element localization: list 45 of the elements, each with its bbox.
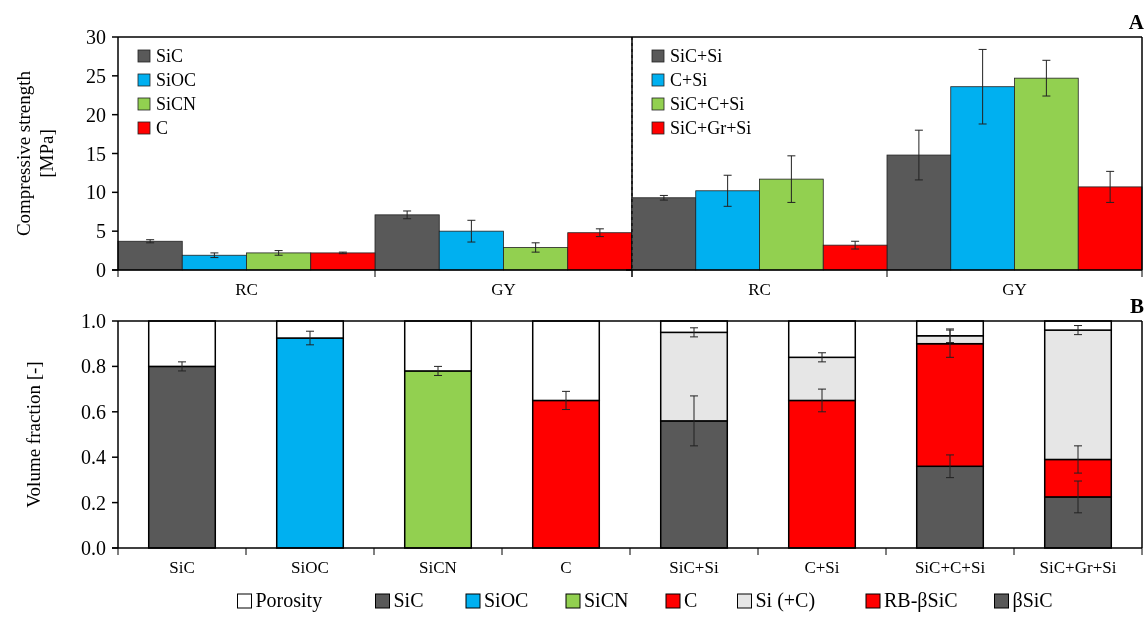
x-tick-label: GY xyxy=(491,280,516,299)
legend-label: SiC+Gr+Si xyxy=(670,118,752,138)
x-tick-label: SiC xyxy=(169,558,195,577)
legend-label: SiC xyxy=(393,589,424,611)
x-tick-label: C+Si xyxy=(804,558,840,577)
x-tick-label: SiC+Gr+Si xyxy=(1039,558,1117,577)
y-tick-label: 15 xyxy=(86,142,106,165)
y-tick-label: 0.2 xyxy=(81,491,106,514)
x-tick-label: SiC+Si xyxy=(669,558,719,577)
x-tick-label: RC xyxy=(748,280,771,299)
y-tick-label: 5 xyxy=(96,220,106,243)
x-tick-label: RC xyxy=(235,280,258,299)
legend-label: Si (+C) xyxy=(755,589,816,612)
legend-label: SiOC xyxy=(484,589,529,611)
y-tick-label: 0 xyxy=(96,259,106,281)
x-tick-label: GY xyxy=(1002,280,1027,299)
legend-label: βSiC xyxy=(1012,589,1053,612)
chart-title: B xyxy=(1129,294,1144,318)
legend-label: SiC xyxy=(156,46,184,66)
y-tick-label: 20 xyxy=(86,103,106,126)
legend-label: SiCN xyxy=(584,589,629,611)
y-tick-label: 25 xyxy=(86,64,106,87)
y-tick-label: 30 xyxy=(86,26,106,48)
y-tick-label: 0.4 xyxy=(81,446,106,469)
y-axis-title: Volume fraction [-] xyxy=(23,361,44,508)
y-tick-label: 0.0 xyxy=(81,537,106,559)
legend-label: Porosity xyxy=(255,589,323,612)
x-tick-label: SiC+C+Si xyxy=(914,558,986,577)
y-tick-label: 10 xyxy=(86,181,106,204)
y-tick-label: 0.8 xyxy=(81,355,106,378)
x-tick-label: SiCN xyxy=(419,558,457,577)
legend-label: SiC+Si xyxy=(670,46,723,66)
legend-label: RB-βSiC xyxy=(884,589,958,612)
legend-label: C xyxy=(684,589,698,611)
legend-label: SiC+C+Si xyxy=(670,94,745,114)
y-tick-label: 1.0 xyxy=(81,310,106,332)
legend-label: C+Si xyxy=(670,70,708,90)
y-axis-title: Compressive strength [MPa] xyxy=(13,70,57,237)
chart-title: A xyxy=(1128,10,1145,34)
legend-label: SiOC xyxy=(156,70,197,90)
legend-label: C xyxy=(156,118,169,138)
x-tick-label: C xyxy=(560,558,572,577)
legend-label: SiCN xyxy=(156,94,197,114)
y-tick-label: 0.6 xyxy=(81,400,106,423)
x-tick-label: SiOC xyxy=(291,558,329,577)
